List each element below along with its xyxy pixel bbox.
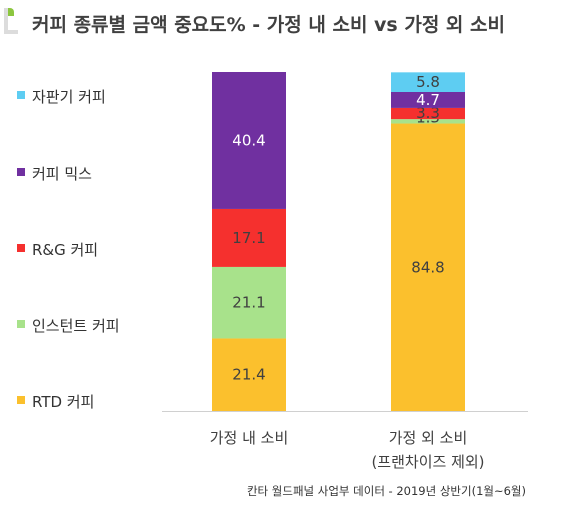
data-label: 21.4 xyxy=(232,366,265,384)
bar-segment xyxy=(212,208,286,267)
legend-label: 커피 믹스 xyxy=(32,165,92,183)
data-label: 21.1 xyxy=(232,294,265,312)
source-note: 칸타 월드패널 사업부 데이터 - 2019년 상반기(1월~6월) xyxy=(246,484,526,498)
data-label: 3.3 xyxy=(416,104,440,122)
legend-swatch xyxy=(17,91,25,99)
data-label: 40.4 xyxy=(232,131,265,149)
category-label: 가정 외 소비 xyxy=(389,429,468,447)
data-label: 17.1 xyxy=(232,229,265,247)
category-label: 가정 내 소비 xyxy=(210,429,289,447)
title-decoration xyxy=(4,8,20,36)
legend-label: 인스턴트 커피 xyxy=(32,317,120,335)
category-label: (프랜차이즈 제외) xyxy=(371,453,484,471)
bar-segment xyxy=(391,123,465,411)
bar-segment xyxy=(391,107,465,120)
bar-segment xyxy=(212,72,286,209)
legend-label: 자판기 커피 xyxy=(32,88,106,106)
legend-label: RTD 커피 xyxy=(32,393,94,411)
legend-label: R&G 커피 xyxy=(32,241,98,259)
bar-segment xyxy=(391,92,465,108)
bar-segment xyxy=(212,338,286,411)
data-label: 4.7 xyxy=(416,91,440,109)
data-label: 84.8 xyxy=(411,258,444,276)
legend-swatch xyxy=(17,244,25,252)
legend-swatch xyxy=(17,168,25,176)
chart-title: 커피 종류별 금액 중요도% - 가정 내 소비 vs 가정 외 소비 xyxy=(32,14,505,36)
data-label: 5.8 xyxy=(416,73,440,91)
legend-swatch xyxy=(17,320,25,328)
bar-segment xyxy=(212,266,286,339)
bar-segment xyxy=(391,72,465,93)
legend-swatch xyxy=(17,396,25,404)
bar-segment xyxy=(391,119,465,124)
